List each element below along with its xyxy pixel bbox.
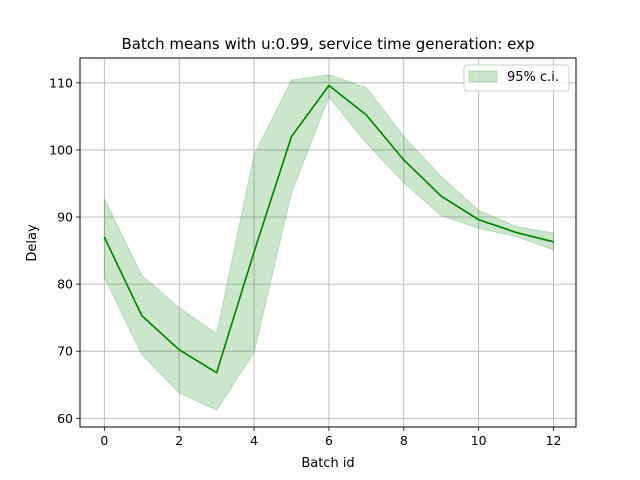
y-tick-label: 60	[57, 411, 73, 426]
legend-label: 95% c.i.	[507, 70, 559, 85]
x-axis-ticks: 0 2 4 6 8 10 12	[100, 427, 561, 448]
y-tick-label: 70	[57, 344, 73, 359]
x-tick-label: 8	[400, 433, 408, 448]
plot-frame	[79, 57, 577, 428]
y-tick-label: 90	[57, 210, 73, 225]
y-axis-label: Delay	[25, 224, 40, 262]
x-tick-label: 6	[325, 433, 333, 448]
y-tick-label: 110	[49, 75, 73, 90]
legend-swatch	[468, 70, 498, 83]
x-tick-label: 2	[175, 433, 183, 448]
x-axis-label: Batch id	[301, 456, 354, 471]
chart-title: Batch means with u:0.99, service time ge…	[121, 35, 534, 53]
y-tick-label: 80	[57, 277, 73, 292]
grid	[80, 58, 576, 427]
confidence-band	[103, 74, 555, 411]
legend: 95% c.i.	[463, 64, 570, 92]
x-tick-label: 0	[100, 433, 108, 448]
y-axis-ticks: 60 70 80 90 100 110	[49, 75, 80, 426]
ci-band-area	[103, 74, 555, 411]
mean-delay-line	[103, 84, 554, 374]
legend-box	[463, 64, 570, 92]
x-tick-label: 10	[471, 433, 487, 448]
x-tick-label: 4	[250, 433, 258, 448]
y-tick-label: 100	[49, 142, 73, 157]
delay-line	[103, 84, 554, 374]
x-tick-label: 12	[546, 433, 562, 448]
